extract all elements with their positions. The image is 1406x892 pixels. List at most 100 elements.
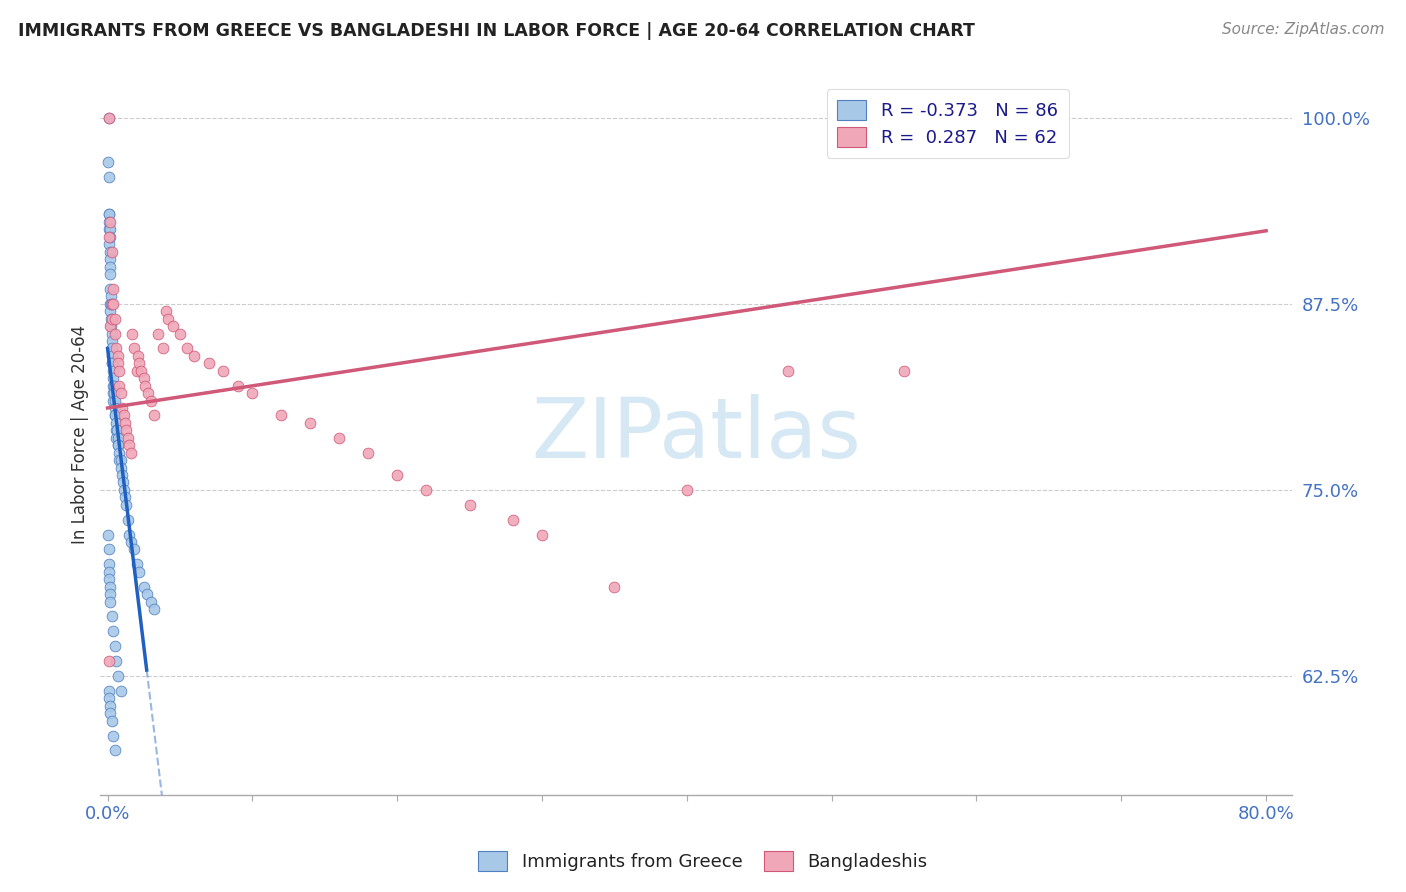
Point bbox=[132, 371, 155, 385]
Point bbox=[98, 580, 121, 594]
Point bbox=[101, 714, 124, 728]
Point bbox=[212, 364, 235, 378]
Point bbox=[98, 229, 121, 244]
Point bbox=[357, 445, 380, 459]
Point bbox=[107, 438, 129, 452]
Point bbox=[98, 215, 121, 229]
Point bbox=[100, 311, 122, 326]
Point bbox=[157, 311, 180, 326]
Point bbox=[98, 207, 121, 221]
Point bbox=[101, 244, 124, 259]
Point bbox=[152, 342, 174, 356]
Point bbox=[107, 431, 129, 445]
Point bbox=[103, 386, 125, 401]
Point bbox=[105, 342, 128, 356]
Point bbox=[169, 326, 191, 341]
Point bbox=[135, 587, 157, 601]
Point bbox=[676, 483, 699, 497]
Point bbox=[101, 364, 124, 378]
Point bbox=[108, 445, 131, 459]
Point bbox=[103, 371, 125, 385]
Point bbox=[603, 580, 626, 594]
Point bbox=[100, 304, 122, 318]
Point bbox=[98, 565, 121, 579]
Point bbox=[98, 111, 121, 125]
Legend: R = -0.373   N = 86, R =  0.287   N = 62: R = -0.373 N = 86, R = 0.287 N = 62 bbox=[827, 89, 1069, 158]
Point bbox=[100, 706, 122, 721]
Point bbox=[104, 393, 127, 408]
Point bbox=[104, 401, 127, 415]
Point bbox=[114, 491, 136, 505]
Point bbox=[110, 460, 132, 475]
Point bbox=[108, 378, 131, 392]
Point bbox=[97, 111, 120, 125]
Point bbox=[1024, 111, 1046, 125]
Text: IMMIGRANTS FROM GREECE VS BANGLADESHI IN LABOR FORCE | AGE 20-64 CORRELATION CHA: IMMIGRANTS FROM GREECE VS BANGLADESHI IN… bbox=[18, 22, 976, 40]
Point bbox=[110, 683, 132, 698]
Point bbox=[103, 393, 125, 408]
Point bbox=[100, 267, 122, 281]
Point bbox=[107, 356, 129, 370]
Text: ZIPatlas: ZIPatlas bbox=[531, 393, 862, 475]
Point bbox=[118, 527, 141, 541]
Point bbox=[98, 237, 121, 252]
Point bbox=[100, 215, 122, 229]
Point bbox=[105, 654, 128, 668]
Point bbox=[98, 698, 121, 713]
Point bbox=[118, 438, 141, 452]
Point bbox=[121, 326, 143, 341]
Point bbox=[101, 356, 124, 370]
Point bbox=[100, 282, 122, 296]
Point bbox=[104, 639, 127, 653]
Point bbox=[139, 393, 162, 408]
Point bbox=[100, 297, 122, 311]
Point bbox=[100, 594, 122, 608]
Point bbox=[101, 334, 124, 348]
Point bbox=[98, 222, 121, 236]
Point bbox=[125, 364, 148, 378]
Point bbox=[104, 743, 127, 757]
Point bbox=[125, 558, 148, 572]
Point bbox=[142, 409, 165, 423]
Point bbox=[148, 326, 170, 341]
Point bbox=[100, 319, 122, 334]
Point bbox=[101, 342, 124, 356]
Point bbox=[127, 349, 149, 363]
Point bbox=[101, 297, 124, 311]
Point bbox=[128, 356, 150, 370]
Point bbox=[299, 416, 322, 430]
Point bbox=[100, 260, 122, 274]
Point bbox=[97, 542, 120, 557]
Point bbox=[531, 527, 554, 541]
Point bbox=[103, 297, 125, 311]
Point bbox=[120, 535, 142, 549]
Point bbox=[98, 683, 121, 698]
Point bbox=[176, 342, 198, 356]
Point bbox=[502, 513, 524, 527]
Point bbox=[101, 609, 124, 624]
Point bbox=[242, 386, 264, 401]
Point bbox=[226, 378, 249, 392]
Point bbox=[108, 453, 131, 467]
Point bbox=[110, 386, 132, 401]
Legend: Immigrants from Greece, Bangladeshis: Immigrants from Greece, Bangladeshis bbox=[471, 844, 935, 879]
Point bbox=[97, 527, 120, 541]
Point bbox=[104, 416, 127, 430]
Point bbox=[107, 349, 129, 363]
Point bbox=[98, 691, 121, 706]
Point bbox=[112, 409, 135, 423]
Point bbox=[114, 416, 136, 430]
Point bbox=[104, 326, 127, 341]
Point bbox=[100, 289, 122, 303]
Point bbox=[132, 580, 155, 594]
Point bbox=[778, 364, 800, 378]
Point bbox=[110, 453, 132, 467]
Point bbox=[105, 423, 128, 437]
Point bbox=[103, 378, 125, 392]
Point bbox=[415, 483, 437, 497]
Point bbox=[162, 319, 184, 334]
Text: Source: ZipAtlas.com: Source: ZipAtlas.com bbox=[1222, 22, 1385, 37]
Point bbox=[101, 356, 124, 370]
Point bbox=[98, 558, 121, 572]
Point bbox=[105, 431, 128, 445]
